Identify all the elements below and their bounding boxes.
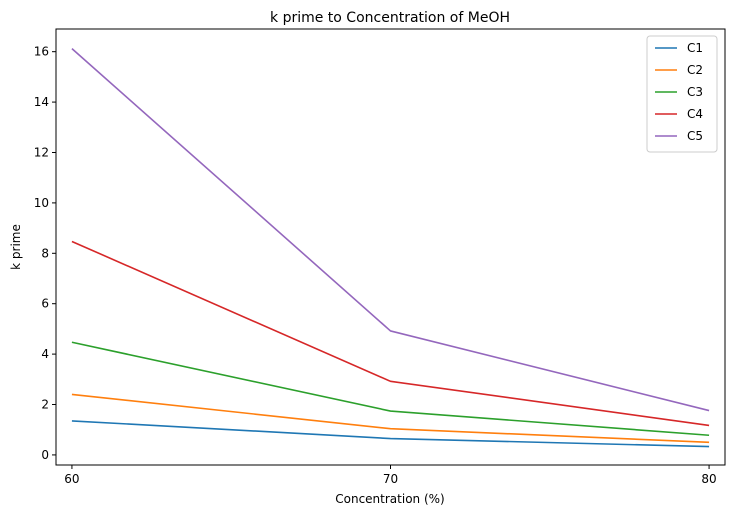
series-line-c1 (71, 420, 710, 448)
legend-label-c2: C2 (687, 63, 703, 77)
y-tick-label: 16 (34, 45, 49, 59)
y-tick-label: 12 (34, 145, 49, 159)
y-tick-label: 4 (41, 347, 49, 361)
x-tick-label: 70 (383, 472, 398, 486)
legend: C1 C2 C3 C4 C5 (646, 35, 718, 153)
y-tick-label: 6 (41, 297, 49, 311)
plot-frame (55, 28, 726, 466)
legend-label-c5: C5 (687, 129, 703, 143)
series-line-c2 (71, 393, 710, 444)
y-tick-label: 0 (41, 448, 49, 462)
y-tick-label: 10 (34, 196, 49, 210)
series-line-c3 (71, 341, 710, 437)
y-axis: 0 2 4 6 8 10 12 14 16 (34, 45, 56, 462)
legend-box (646, 35, 718, 153)
legend-label-c4: C4 (687, 107, 703, 121)
y-tick-label: 2 (41, 398, 49, 412)
y-axis-label: k prime (9, 224, 23, 270)
series-lines (71, 48, 710, 448)
series-line-c4 (71, 240, 710, 427)
x-tick-label: 80 (701, 472, 716, 486)
y-tick-label: 8 (41, 246, 49, 260)
chart-title: k prime to Concentration of MeOH (270, 10, 510, 26)
legend-label-c1: C1 (687, 41, 703, 55)
legend-label-c3: C3 (687, 85, 703, 99)
x-tick-label: 60 (64, 472, 79, 486)
y-tick-label: 14 (34, 95, 49, 109)
x-axis: 60 70 80 (64, 465, 717, 486)
series-line-c5 (71, 48, 710, 412)
x-axis-label: Concentration (%) (335, 492, 444, 506)
